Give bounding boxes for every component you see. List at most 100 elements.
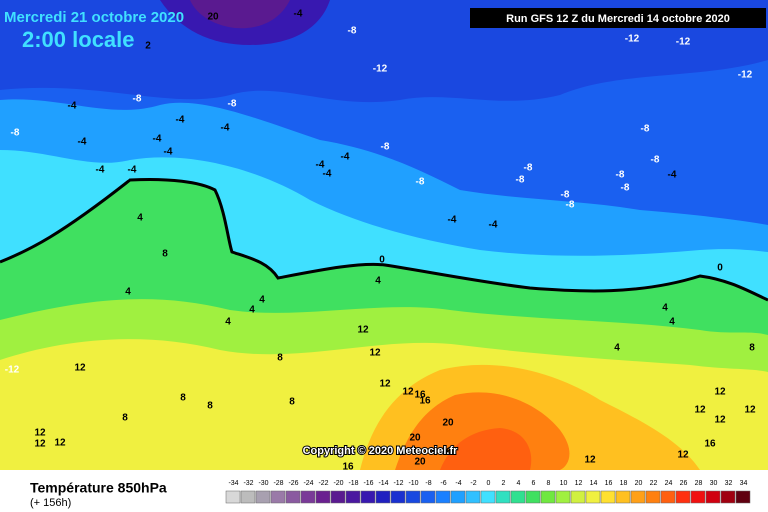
contour-label: 16	[414, 390, 426, 401]
contour-label: 12	[714, 387, 726, 398]
colorbar-label: 16	[605, 480, 613, 487]
contour-label: 20	[207, 12, 219, 23]
contour-label: 12	[584, 455, 596, 466]
contour-label: 12	[369, 348, 381, 359]
contour-label: 2	[145, 41, 151, 52]
contour-label: -8	[524, 163, 533, 174]
contour-label: 20	[414, 457, 426, 468]
contour-label: -4	[489, 220, 498, 231]
map-subtitle: 2:00 locale	[22, 27, 135, 52]
colorbar-swatch	[540, 490, 556, 504]
colorbar-swatch	[225, 490, 241, 504]
contour-label: -8	[616, 170, 625, 181]
contour-label: 4	[669, 317, 675, 328]
colorbar-label: 24	[665, 480, 673, 487]
colorbar-swatch	[345, 490, 361, 504]
contour-label: 12	[54, 438, 66, 449]
colorbar-swatch	[570, 490, 586, 504]
contour-label: 4	[225, 317, 231, 328]
contour-label: 8	[162, 249, 168, 260]
contour-label: 4	[125, 287, 131, 298]
colorbar-swatch	[495, 490, 511, 504]
colorbar-swatch	[240, 490, 256, 504]
colorbar-swatch	[510, 490, 526, 504]
contour-label: 16	[419, 396, 431, 407]
contour-label: 4	[249, 305, 255, 316]
colorbar-swatch	[465, 490, 481, 504]
contour-label: 4	[375, 276, 381, 287]
map-title: Mercredi 21 octobre 2020	[4, 9, 184, 26]
contour-label: 12	[34, 428, 46, 439]
contour-label: -4	[316, 160, 325, 171]
contour-label: 16	[704, 439, 716, 450]
run-box	[470, 8, 766, 28]
legend-lead: (+ 156h)	[30, 497, 71, 509]
colorbar-label: -12	[393, 480, 403, 487]
copyright: Copyright © 2020 Meteociel.fr	[303, 445, 459, 457]
colorbar-label: -24	[303, 480, 313, 487]
contour-label: 16	[342, 462, 354, 473]
contour-label: -8	[651, 155, 660, 166]
contour-label: -8	[621, 183, 630, 194]
contour-label: -8	[561, 190, 570, 201]
colorbar-swatch	[525, 490, 541, 504]
contour-label: -4	[164, 147, 173, 158]
colorbar-swatch	[330, 490, 346, 504]
contour-label: -12	[625, 34, 640, 45]
colorbar-label: -32	[243, 480, 253, 487]
contour-label: -4	[294, 9, 303, 20]
legend-title: Température 850hPa	[30, 480, 167, 496]
contour-label: -8	[381, 142, 390, 153]
colorbar-swatch	[300, 490, 316, 504]
contour-label: 8	[749, 343, 755, 354]
colorbar-swatch	[630, 490, 646, 504]
contour-label: -8	[641, 124, 650, 135]
colorbar-swatch	[555, 490, 571, 504]
colorbar-label: 28	[695, 480, 703, 487]
contour-label: -4	[153, 134, 162, 145]
colorbar-swatch	[720, 490, 736, 504]
contour-label: 12	[714, 415, 726, 426]
contour-label: 12	[402, 387, 414, 398]
run-info: Run GFS 12 Z du Mercredi 14 octobre 2020	[506, 13, 730, 25]
contour-label: 8	[289, 397, 295, 408]
contour-label: -8	[133, 94, 142, 105]
contour-label: -4	[323, 169, 332, 180]
colorbar-label: 26	[680, 480, 688, 487]
contour-label: 12	[694, 405, 706, 416]
colorbar-label: 30	[710, 480, 718, 487]
colorbar-label: -28	[273, 480, 283, 487]
contour-label: -4	[68, 101, 77, 112]
colorbar-swatch	[285, 490, 301, 504]
colorbar-label: -30	[258, 480, 268, 487]
contour-label: -12	[5, 365, 20, 376]
contour-label: 8	[207, 401, 213, 412]
contour-label: 0	[379, 255, 385, 266]
colorbar-swatch	[270, 490, 286, 504]
contour-label: 4	[259, 295, 265, 306]
contour-label: -8	[228, 99, 237, 110]
contour-label: -4	[221, 123, 230, 134]
colorbar-label: 4	[517, 480, 521, 487]
colorbar-label: 22	[650, 480, 658, 487]
colorbar-label: -18	[348, 480, 358, 487]
colorbar-swatch	[255, 490, 271, 504]
colorbar-label: -6	[440, 480, 446, 487]
contour-label: 20	[442, 418, 454, 429]
colorbar-swatch	[390, 490, 406, 504]
contour-label: -12	[676, 37, 691, 48]
contour-label: -8	[566, 200, 575, 211]
colorbar-label: -2	[470, 480, 476, 487]
colorbar-label: -10	[408, 480, 418, 487]
colorbar-swatch	[660, 490, 676, 504]
contour-label: -4	[128, 165, 137, 176]
colorbar: -34 -32 -30 -28 -26 -24 -22 -20 -18 -16 -14 -12 -10-…	[225, 480, 751, 504]
colorbar-label: 8	[547, 480, 551, 487]
colorbar-label: 12	[575, 480, 583, 487]
colorbar-swatch	[690, 490, 706, 504]
colorbar-label: 18	[620, 480, 628, 487]
contour-label: 16	[440, 447, 452, 458]
colorbar-swatch	[450, 490, 466, 504]
colorbar-label: 34	[740, 480, 748, 487]
colorbar-label: 0	[487, 480, 491, 487]
